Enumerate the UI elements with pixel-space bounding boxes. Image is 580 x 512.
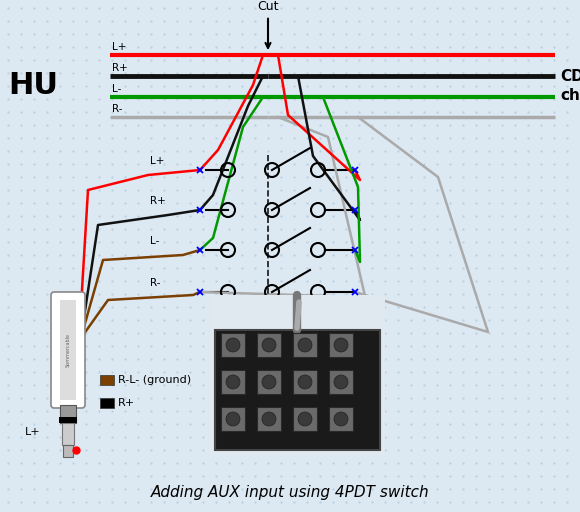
Bar	[329, 333, 353, 357]
Bar	[293, 370, 317, 394]
Circle shape	[262, 375, 276, 389]
Text: R+: R+	[118, 398, 135, 408]
Bar	[257, 333, 281, 357]
Bar	[221, 333, 245, 357]
Text: CD
changer: CD changer	[560, 69, 580, 103]
Bar	[100, 398, 114, 408]
Circle shape	[226, 412, 240, 426]
Bar	[257, 370, 281, 394]
Text: L-: L-	[150, 236, 160, 246]
Bar	[210, 295, 385, 455]
Circle shape	[226, 338, 240, 352]
Text: L+: L+	[112, 42, 126, 52]
Bar	[329, 370, 353, 394]
Circle shape	[334, 412, 348, 426]
Bar	[62, 423, 74, 445]
Text: R+: R+	[112, 63, 128, 73]
FancyBboxPatch shape	[51, 292, 85, 408]
Circle shape	[334, 338, 348, 352]
Text: R+: R+	[150, 196, 166, 206]
Circle shape	[334, 375, 348, 389]
Circle shape	[298, 338, 312, 352]
Bar	[329, 407, 353, 431]
Text: R-L- (ground): R-L- (ground)	[118, 375, 191, 385]
Text: R-: R-	[150, 278, 161, 288]
Text: R-: R-	[112, 104, 122, 114]
Circle shape	[262, 412, 276, 426]
Circle shape	[298, 412, 312, 426]
Text: Sommercable: Sommercable	[66, 333, 71, 367]
Bar	[221, 407, 245, 431]
Bar	[293, 407, 317, 431]
Text: HU: HU	[8, 72, 58, 100]
Bar	[59, 417, 77, 423]
Text: Cut: Cut	[258, 0, 279, 48]
Circle shape	[298, 375, 312, 389]
Bar	[257, 407, 281, 431]
Text: L-: L-	[112, 84, 121, 94]
Circle shape	[262, 338, 276, 352]
Text: Adding AUX input using 4PDT switch: Adding AUX input using 4PDT switch	[151, 485, 429, 500]
Bar	[221, 370, 245, 394]
Text: L+: L+	[25, 427, 41, 437]
Bar	[63, 445, 73, 457]
Circle shape	[226, 375, 240, 389]
Bar	[293, 333, 317, 357]
Bar	[215, 330, 380, 450]
Bar	[60, 300, 76, 400]
Bar	[60, 405, 76, 423]
Bar	[100, 375, 114, 385]
Text: L+: L+	[150, 156, 164, 166]
